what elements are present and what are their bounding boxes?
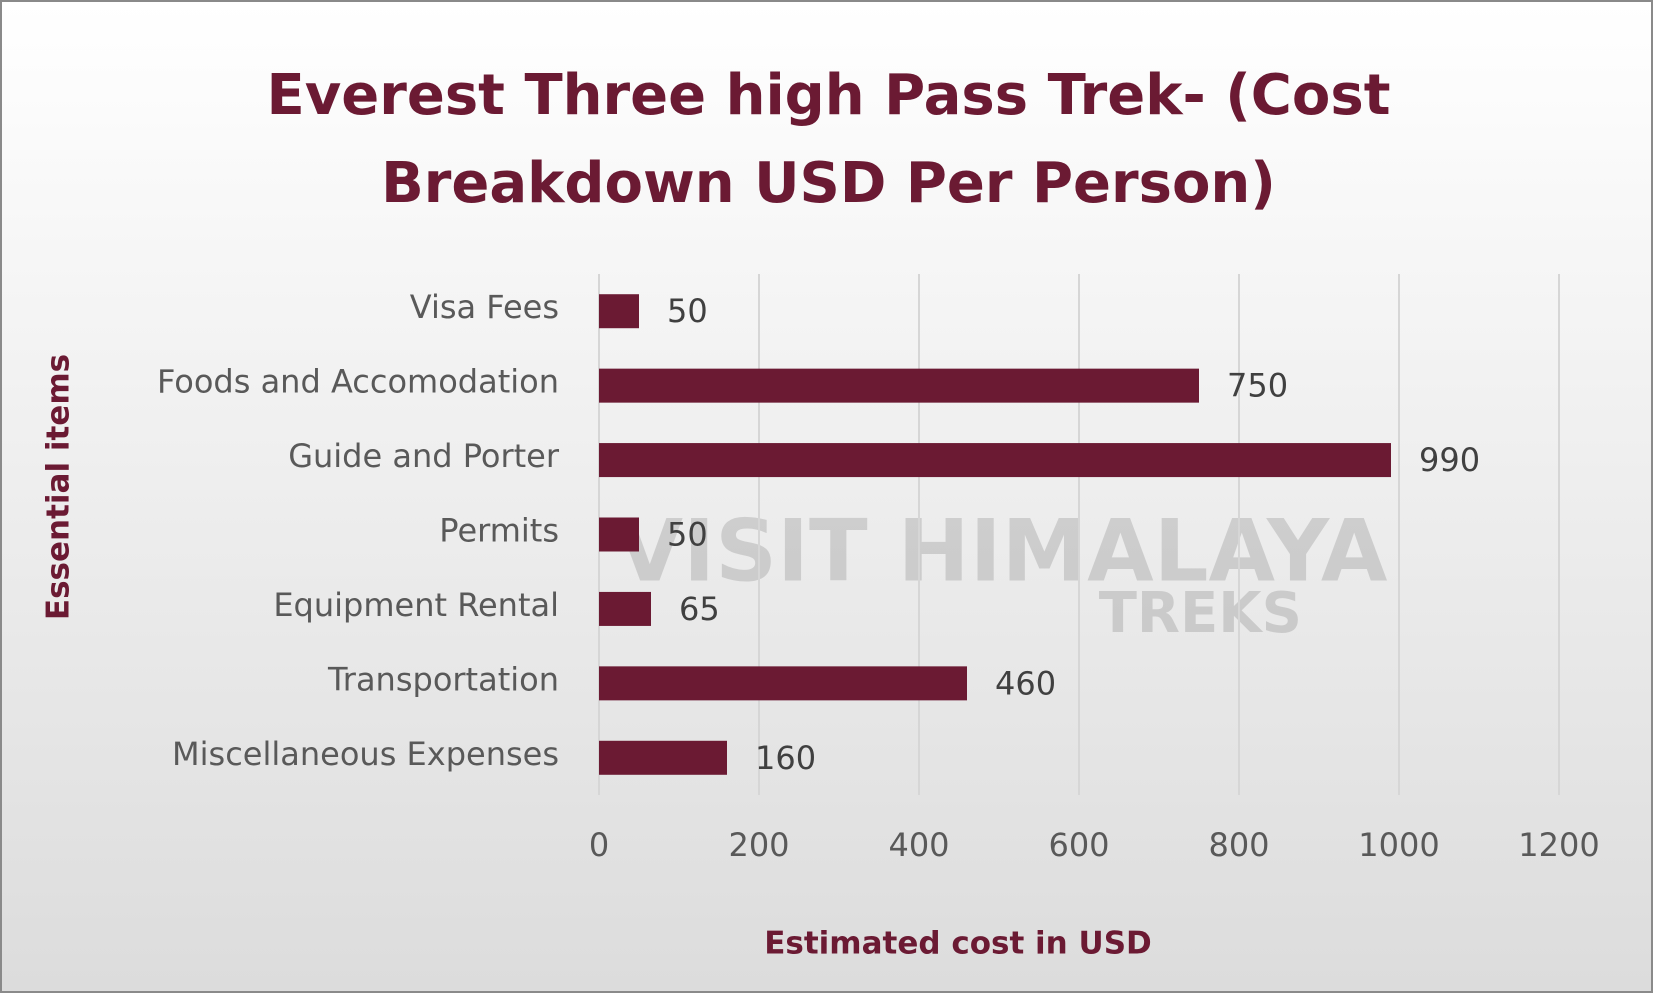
x-tick-label: 200 [728,826,789,864]
x-tick-label: 1200 [1518,826,1599,864]
watermark: TREKS [1099,581,1302,646]
y-tick-label: Permits [439,512,559,550]
y-tick-label: Miscellaneous Expenses [172,735,559,773]
x-tick-label: 800 [1208,826,1269,864]
y-tick-label: Visa Fees [410,288,559,326]
x-tick-label: 600 [1048,826,1109,864]
watermark: VISIT HIMALAYA [617,501,1388,601]
value-label: 160 [755,739,816,777]
y-tick-label: Foods and Accomodation [157,363,559,401]
bar [599,368,1199,403]
y-tick-label: Guide and Porter [288,437,560,475]
y-tick-label: Equipment Rental [273,586,559,624]
bar [599,666,967,701]
value-label: 50 [667,516,708,554]
x-tick-label: 0 [589,826,609,864]
x-axis-title: Estimated cost in USD [764,926,1152,962]
y-axis-title: Essential items [41,354,77,620]
bar [599,740,727,775]
y-tick-label: Transportation [327,660,559,698]
value-label: 990 [1419,441,1480,479]
bar [599,443,1391,478]
value-label: 460 [995,664,1056,702]
bar [599,294,639,329]
value-label: 750 [1227,367,1288,405]
value-label: 50 [667,292,708,330]
bar [599,517,639,552]
chart-title: Everest Three high Pass Trek- (Cost Brea… [266,63,1391,216]
value-label: 65 [679,590,720,628]
x-tick-label: 400 [888,826,949,864]
x-tick-label: 1000 [1358,826,1439,864]
bar [599,591,651,626]
